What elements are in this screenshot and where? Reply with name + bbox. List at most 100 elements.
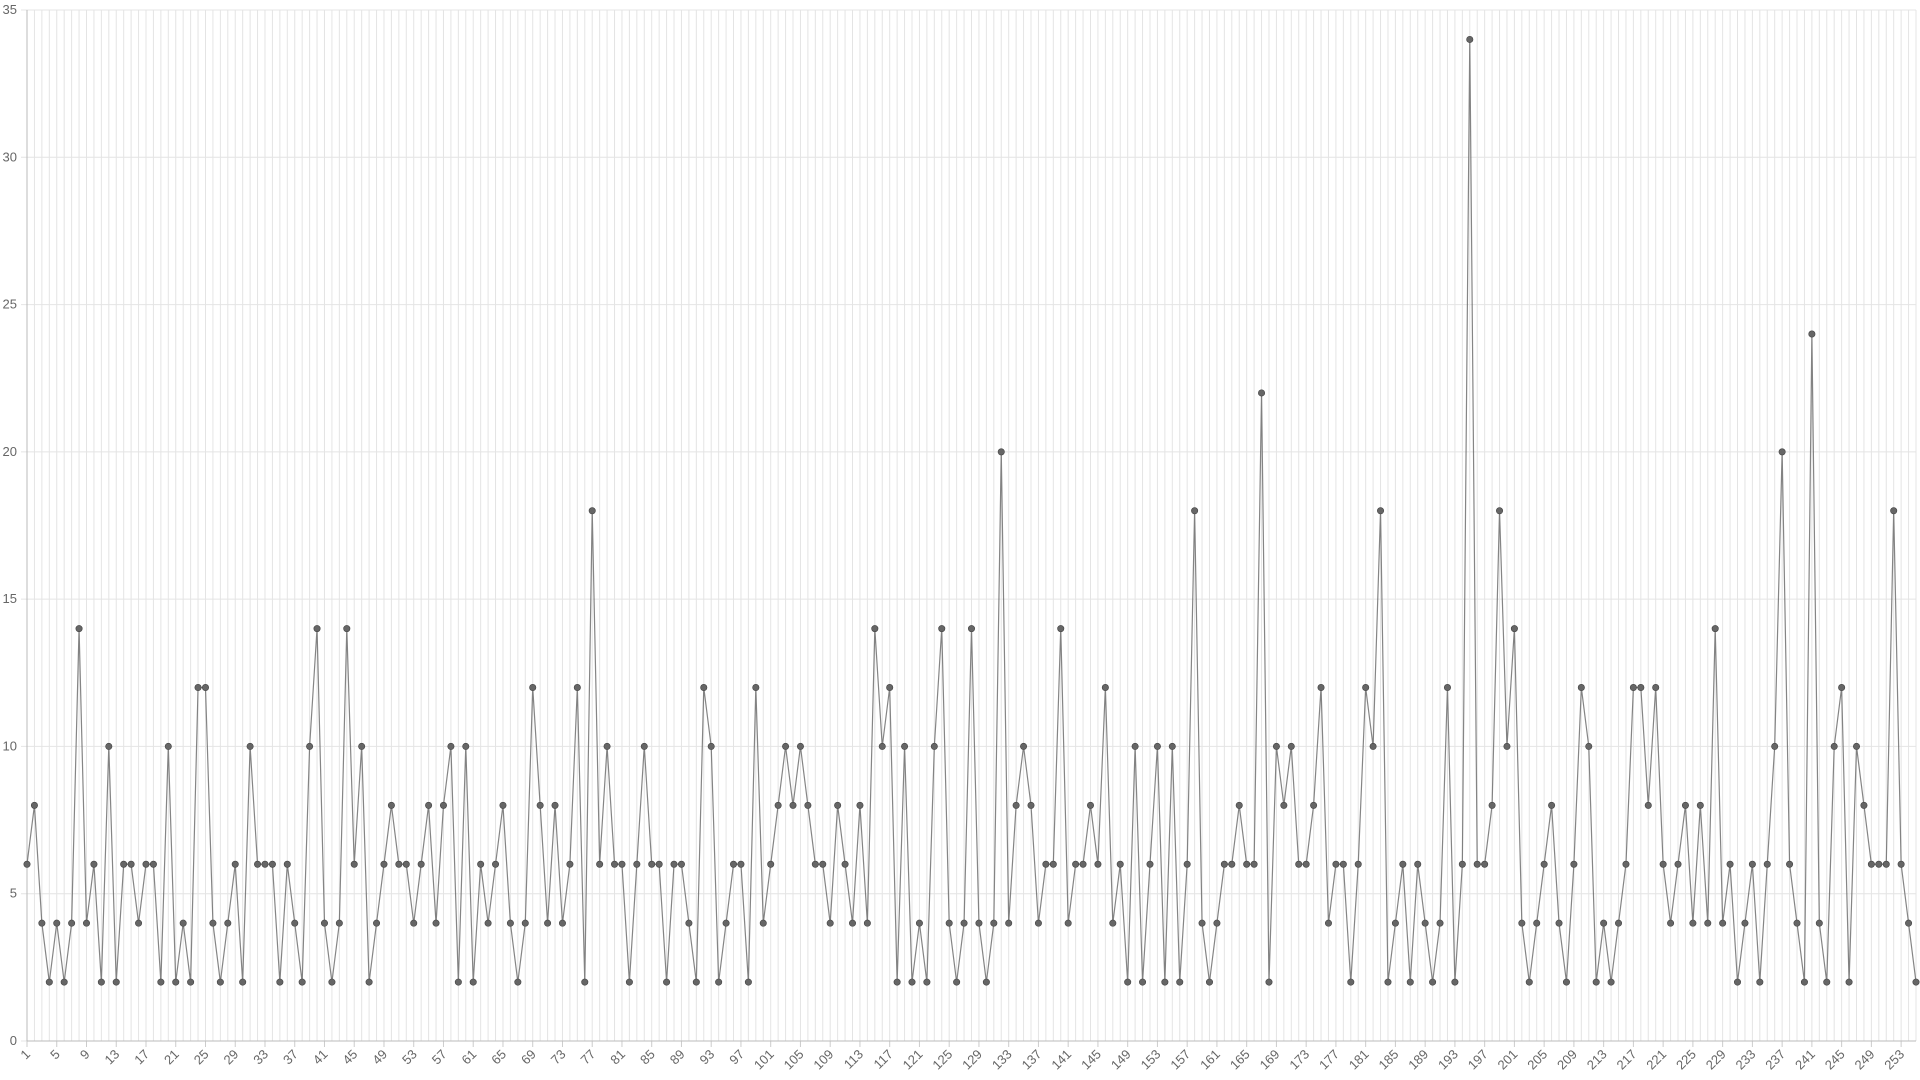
data-point: [960, 919, 968, 927]
data-point: [1585, 742, 1593, 750]
data-point: [826, 919, 834, 927]
data-point: [1882, 860, 1890, 868]
data-point: [544, 919, 552, 927]
data-point: [722, 919, 730, 927]
data-point: [1109, 919, 1117, 927]
data-point: [752, 684, 760, 692]
x-tick-label: 45: [340, 1047, 361, 1068]
data-point: [1057, 625, 1065, 633]
data-point: [811, 860, 819, 868]
data-point: [1280, 801, 1288, 809]
data-point: [581, 978, 589, 986]
data-point: [38, 919, 46, 927]
x-tick-label: 237: [1762, 1047, 1788, 1073]
data-point: [462, 742, 470, 750]
y-tick-label: 25: [3, 297, 17, 312]
data-point: [373, 919, 381, 927]
data-point: [1302, 860, 1310, 868]
x-tick-label: 53: [399, 1047, 420, 1068]
data-point: [849, 919, 857, 927]
data-point: [625, 978, 633, 986]
data-point: [506, 919, 514, 927]
x-tick-label: 245: [1822, 1047, 1848, 1073]
data-point: [871, 625, 879, 633]
data-point: [1213, 919, 1221, 927]
data-point: [350, 860, 358, 868]
data-point: [1518, 919, 1526, 927]
data-point: [588, 507, 596, 515]
data-point: [1295, 860, 1303, 868]
data-point: [1778, 448, 1786, 456]
data-point: [105, 742, 113, 750]
data-point: [417, 860, 425, 868]
data-point: [1168, 742, 1176, 750]
x-tick-label: 61: [459, 1047, 480, 1068]
data-point: [291, 919, 299, 927]
data-point: [1644, 801, 1652, 809]
data-point: [1005, 919, 1013, 927]
data-point: [239, 978, 247, 986]
data-point: [157, 978, 165, 986]
data-point: [1347, 978, 1355, 986]
data-point: [1377, 507, 1385, 515]
data-point: [1890, 507, 1898, 515]
x-tick-label: 113: [841, 1047, 866, 1072]
x-tick-label: 93: [696, 1047, 717, 1068]
data-point: [1622, 860, 1630, 868]
data-point: [1451, 978, 1459, 986]
data-point: [90, 860, 98, 868]
data-point: [45, 978, 53, 986]
data-point: [209, 919, 217, 927]
data-point: [1235, 801, 1243, 809]
data-point: [1510, 625, 1518, 633]
data-point: [759, 919, 767, 927]
data-point: [1912, 978, 1920, 986]
data-point: [439, 801, 447, 809]
x-tick-label: 73: [548, 1047, 569, 1068]
data-point: [365, 978, 373, 986]
data-point: [410, 919, 418, 927]
data-point: [529, 684, 537, 692]
data-point: [1615, 919, 1623, 927]
x-tick-label: 1: [17, 1047, 33, 1063]
data-point: [1533, 919, 1541, 927]
data-point: [1176, 978, 1184, 986]
data-point: [1101, 684, 1109, 692]
data-point: [536, 801, 544, 809]
data-point: [492, 860, 500, 868]
data-point: [380, 860, 388, 868]
x-tick-label: 221: [1643, 1047, 1669, 1073]
x-tick-label: 209: [1554, 1047, 1580, 1073]
data-point: [1228, 860, 1236, 868]
x-tick-label: 65: [488, 1047, 509, 1068]
data-point: [1020, 742, 1028, 750]
data-point: [172, 978, 180, 986]
data-point: [521, 919, 529, 927]
data-point: [127, 860, 135, 868]
data-point: [1139, 978, 1147, 986]
data-point: [1079, 860, 1087, 868]
data-point: [75, 625, 83, 633]
data-point: [700, 684, 708, 692]
data-point: [1905, 919, 1913, 927]
data-point: [120, 860, 128, 868]
data-point: [1525, 978, 1533, 986]
data-point: [60, 978, 68, 986]
data-point: [997, 448, 1005, 456]
data-point: [1362, 684, 1370, 692]
x-tick-label: 193: [1435, 1047, 1461, 1073]
data-point: [1555, 919, 1563, 927]
data-point: [737, 860, 745, 868]
data-point: [1406, 978, 1414, 986]
data-point: [387, 801, 395, 809]
data-point: [142, 860, 150, 868]
data-point: [201, 684, 209, 692]
data-point: [1719, 919, 1727, 927]
data-point: [670, 860, 678, 868]
x-tick-label: 137: [1019, 1047, 1045, 1073]
data-point: [1220, 860, 1228, 868]
data-point: [573, 684, 581, 692]
x-tick-label: 225: [1673, 1047, 1699, 1073]
data-point: [841, 860, 849, 868]
